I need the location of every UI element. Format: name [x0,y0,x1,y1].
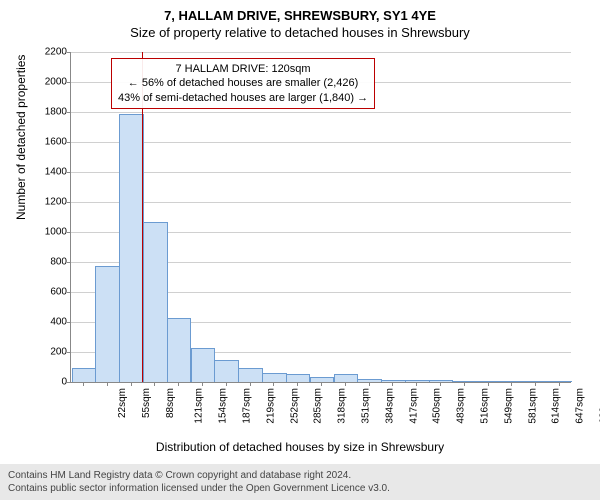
y-tick-label: 1400 [45,167,67,178]
annotation-line: 43% of semi-detached houses are larger (… [118,91,368,105]
footer-line: Contains public sector information licen… [8,482,592,495]
footer-attribution: Contains HM Land Registry data © Crown c… [0,464,600,500]
x-tick [273,382,274,386]
x-tick-label: 187sqm [242,388,253,424]
histogram-bar [143,222,168,382]
y-tick-label: 800 [50,257,67,268]
x-tick-label: 614sqm [551,388,562,424]
y-tick [67,112,71,113]
histogram-bar [286,374,311,382]
y-tick-label: 2000 [45,77,67,88]
annotation-box: 7 HALLAM DRIVE: 120sqm← 56% of detached … [111,58,375,109]
y-axis-label: Number of detached properties [14,55,28,220]
x-tick [369,382,370,386]
x-tick [416,382,417,386]
histogram-bar [334,374,359,382]
x-tick [250,382,251,386]
gridline [71,112,571,113]
y-tick [67,232,71,233]
x-tick [178,382,179,386]
annotation-line: ← 56% of detached houses are smaller (2,… [118,76,368,90]
x-tick-label: 384sqm [384,388,395,424]
histogram-chart: 0200400600800100012001400160018002000220… [70,52,570,382]
gridline [71,202,571,203]
x-tick-label: 88sqm [165,388,176,418]
x-tick [226,382,227,386]
y-tick [67,202,71,203]
histogram-bar [453,381,478,382]
x-tick-label: 647sqm [575,388,586,424]
x-tick [154,382,155,386]
histogram-bar [214,360,239,382]
x-tick [464,382,465,386]
y-tick [67,382,71,383]
histogram-bar [72,368,97,383]
y-tick [67,52,71,53]
x-tick-label: 516sqm [480,388,491,424]
histogram-bar [119,114,144,382]
y-tick-label: 1000 [45,227,67,238]
page-title: 7, HALLAM DRIVE, SHREWSBURY, SY1 4YE [0,0,600,23]
x-tick-label: 22sqm [117,388,128,418]
x-tick-label: 351sqm [361,388,372,424]
x-tick [535,382,536,386]
x-tick [83,382,84,386]
y-tick-label: 1600 [45,137,67,148]
y-tick [67,352,71,353]
page-subtitle: Size of property relative to detached ho… [0,23,600,40]
x-tick [511,382,512,386]
x-tick-label: 121sqm [194,388,205,424]
y-tick-label: 600 [50,287,67,298]
y-tick-label: 2200 [45,47,67,58]
x-tick-label: 55sqm [141,388,152,418]
x-tick-label: 219sqm [265,388,276,424]
x-tick [345,382,346,386]
x-tick [297,382,298,386]
y-tick-label: 400 [50,317,67,328]
x-axis-label: Distribution of detached houses by size … [0,440,600,454]
histogram-bar [191,348,216,382]
x-tick [559,382,560,386]
y-tick-label: 0 [61,377,67,388]
x-tick-label: 154sqm [218,388,229,424]
histogram-bar [167,318,192,382]
gridline [71,142,571,143]
y-tick-label: 1800 [45,107,67,118]
x-tick [131,382,132,386]
y-tick-label: 200 [50,347,67,358]
histogram-bar [238,368,263,382]
y-tick [67,292,71,293]
x-tick [392,382,393,386]
y-tick-label: 1200 [45,197,67,208]
y-tick [67,322,71,323]
x-tick-label: 417sqm [408,388,419,424]
x-tick [321,382,322,386]
y-tick [67,262,71,263]
x-tick [202,382,203,386]
gridline [71,172,571,173]
x-tick [107,382,108,386]
footer-line: Contains HM Land Registry data © Crown c… [8,469,592,482]
y-tick [67,172,71,173]
y-tick [67,142,71,143]
x-tick-label: 285sqm [313,388,324,424]
x-tick [488,382,489,386]
histogram-bar [95,266,120,383]
y-tick [67,82,71,83]
x-tick-label: 549sqm [503,388,514,424]
x-tick-label: 483sqm [456,388,467,424]
histogram-bar [262,373,287,382]
x-tick-label: 581sqm [527,388,538,424]
x-tick-label: 450sqm [432,388,443,424]
x-tick-label: 318sqm [337,388,348,424]
x-tick [440,382,441,386]
annotation-line: 7 HALLAM DRIVE: 120sqm [118,62,368,76]
x-tick-label: 252sqm [289,388,300,424]
gridline [71,52,571,53]
